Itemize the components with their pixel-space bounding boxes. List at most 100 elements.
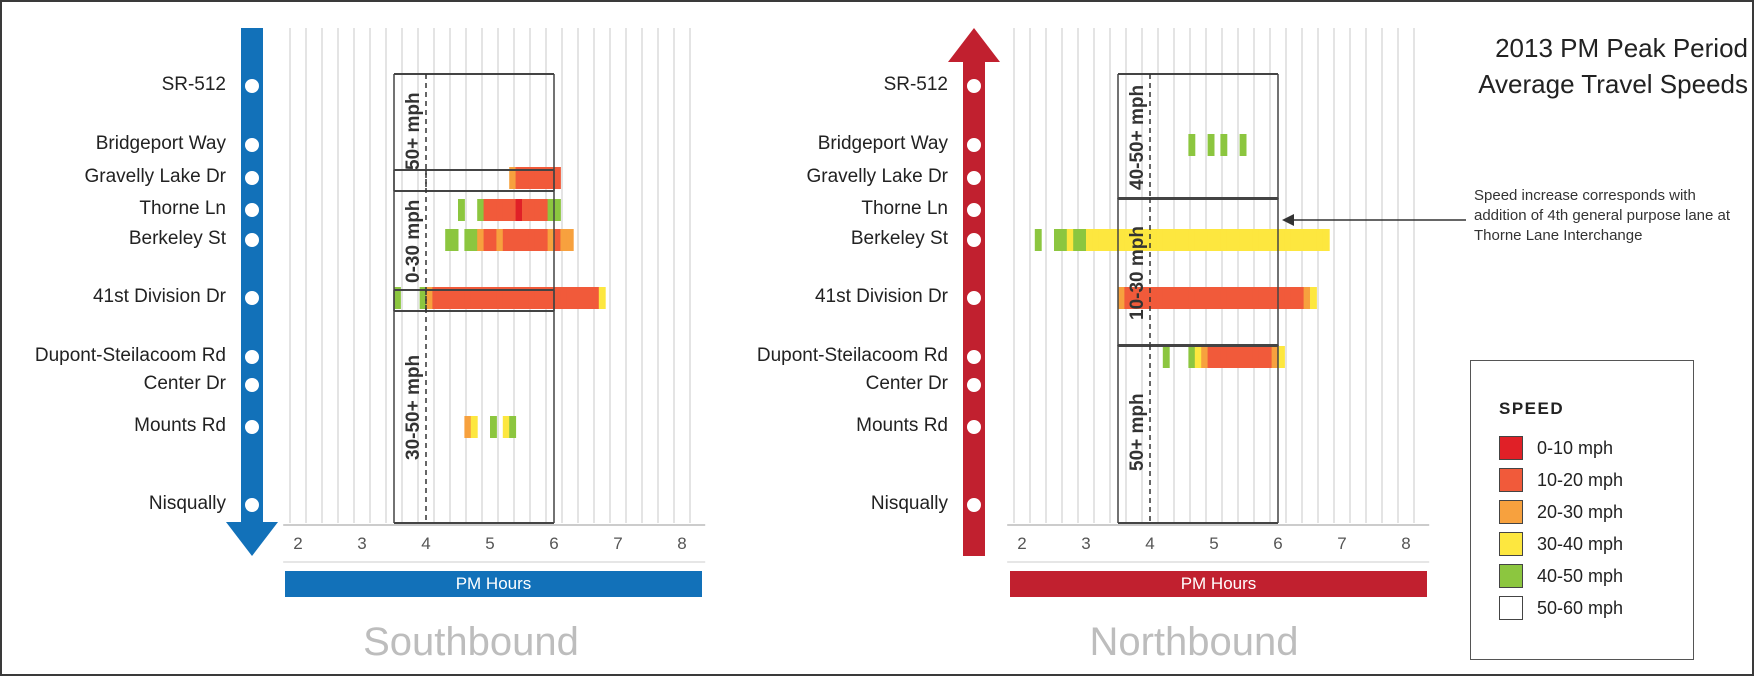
x-tick-label: 7	[1337, 534, 1347, 553]
station-label: Center Dr	[143, 373, 226, 394]
speed-cell	[1124, 229, 1132, 251]
speed-cell	[1265, 229, 1273, 251]
legend-item: 0-10 mph	[1499, 435, 1613, 461]
chart-title-line-2: Average Travel Speeds	[1478, 69, 1748, 99]
speed-cell	[1258, 346, 1266, 368]
speed-cell	[496, 199, 504, 221]
station-label: Nisqually	[148, 493, 226, 514]
legend-swatch	[1499, 468, 1523, 492]
northbound-chart	[948, 28, 1430, 563]
speed-cell	[1316, 229, 1324, 251]
speed-cell	[522, 229, 529, 251]
station-label: Bridgeport Way	[95, 133, 226, 154]
speed-cell	[470, 229, 478, 251]
speed-cell	[1086, 229, 1093, 251]
speed-cell	[477, 287, 485, 309]
speed-cell	[502, 416, 510, 438]
speed-cell	[1246, 287, 1253, 309]
x-tick-label: 8	[677, 534, 687, 553]
speed-cell	[502, 199, 510, 221]
speed-cell	[1290, 229, 1298, 251]
speed-cell	[451, 229, 459, 251]
speed-cell	[1207, 229, 1215, 251]
speed-cell	[1271, 287, 1279, 309]
speed-cell	[1150, 229, 1157, 251]
speed-cell	[534, 287, 542, 309]
northbound-xlabel-bar: PM Hours	[1010, 571, 1427, 597]
speed-cell	[592, 287, 600, 309]
speed-cell	[1156, 287, 1164, 309]
speed-cell	[1252, 287, 1260, 309]
station-label: Bridgeport Way	[817, 133, 948, 154]
speed-cell	[554, 199, 561, 221]
speed-cell	[1066, 229, 1074, 251]
station-marker	[966, 137, 982, 153]
speed-cell	[1290, 287, 1298, 309]
speed-cell	[1310, 287, 1317, 309]
speed-cell	[477, 199, 485, 221]
speed-cell	[458, 199, 465, 221]
station-label: Gravelly Lake Dr	[84, 166, 227, 187]
speed-cell	[464, 287, 472, 309]
speed-cell	[515, 229, 523, 251]
speed-cell	[1188, 134, 1196, 156]
legend-swatch	[1499, 596, 1523, 620]
zone-label: 30-50+ mph	[403, 354, 424, 460]
speed-cell	[1214, 229, 1221, 251]
station-label: Nisqually	[870, 493, 948, 514]
speed-cell	[566, 287, 574, 309]
speed-cell	[515, 199, 523, 221]
speed-cell	[438, 287, 446, 309]
speed-cell	[1297, 229, 1305, 251]
x-tick-label: 5	[485, 534, 495, 553]
speed-cell	[1130, 287, 1138, 309]
legend-label: 20-30 mph	[1537, 501, 1624, 522]
speed-cell	[394, 287, 401, 309]
station-marker	[244, 232, 260, 248]
station-label: Dupont-Steilacoom Rd	[34, 345, 226, 366]
speed-cell	[515, 287, 523, 309]
speed-cell	[1271, 229, 1279, 251]
speed-cell	[451, 287, 459, 309]
speed-cell	[547, 287, 555, 309]
station-marker	[244, 419, 260, 435]
speed-cell	[1233, 346, 1241, 368]
speed-cell	[534, 167, 542, 189]
speed-cell	[1162, 229, 1170, 251]
speed-cell	[1098, 229, 1106, 251]
speed-cell	[490, 229, 497, 251]
station-marker	[244, 349, 260, 365]
speed-cell	[515, 167, 523, 189]
speed-cell	[598, 287, 606, 309]
speed-cell	[547, 167, 555, 189]
speed-cell	[541, 229, 549, 251]
speed-cell	[1194, 287, 1202, 309]
speed-cell	[541, 167, 549, 189]
station-label: SR-512	[883, 74, 948, 95]
speed-cell	[522, 199, 529, 221]
speed-cell	[1054, 229, 1061, 251]
speed-cell	[1188, 229, 1196, 251]
speed-cell	[1220, 346, 1228, 368]
station-label: 41st Division Dr	[92, 286, 226, 307]
speed-cell	[1239, 229, 1247, 251]
station-label: Center Dr	[865, 373, 948, 394]
direction-arrow-shaft	[241, 28, 263, 524]
station-marker	[244, 170, 260, 186]
zone-label: 50+ mph	[1127, 393, 1148, 472]
speed-cell	[1162, 287, 1170, 309]
station-label: Gravelly Lake Dr	[806, 166, 949, 187]
speed-cell	[1060, 229, 1068, 251]
speed-cell	[1201, 229, 1209, 251]
station-marker	[244, 78, 260, 94]
station-label: Thorne Ln	[861, 198, 948, 219]
northbound-label: Northbound	[1089, 620, 1299, 664]
speed-cell	[1073, 229, 1081, 251]
speed-cell	[1143, 229, 1151, 251]
speed-cell	[1278, 229, 1285, 251]
speed-cell	[1214, 287, 1221, 309]
speed-cell	[1194, 229, 1202, 251]
station-marker	[966, 497, 982, 513]
speed-cell	[1265, 346, 1273, 368]
station-marker	[966, 419, 982, 435]
